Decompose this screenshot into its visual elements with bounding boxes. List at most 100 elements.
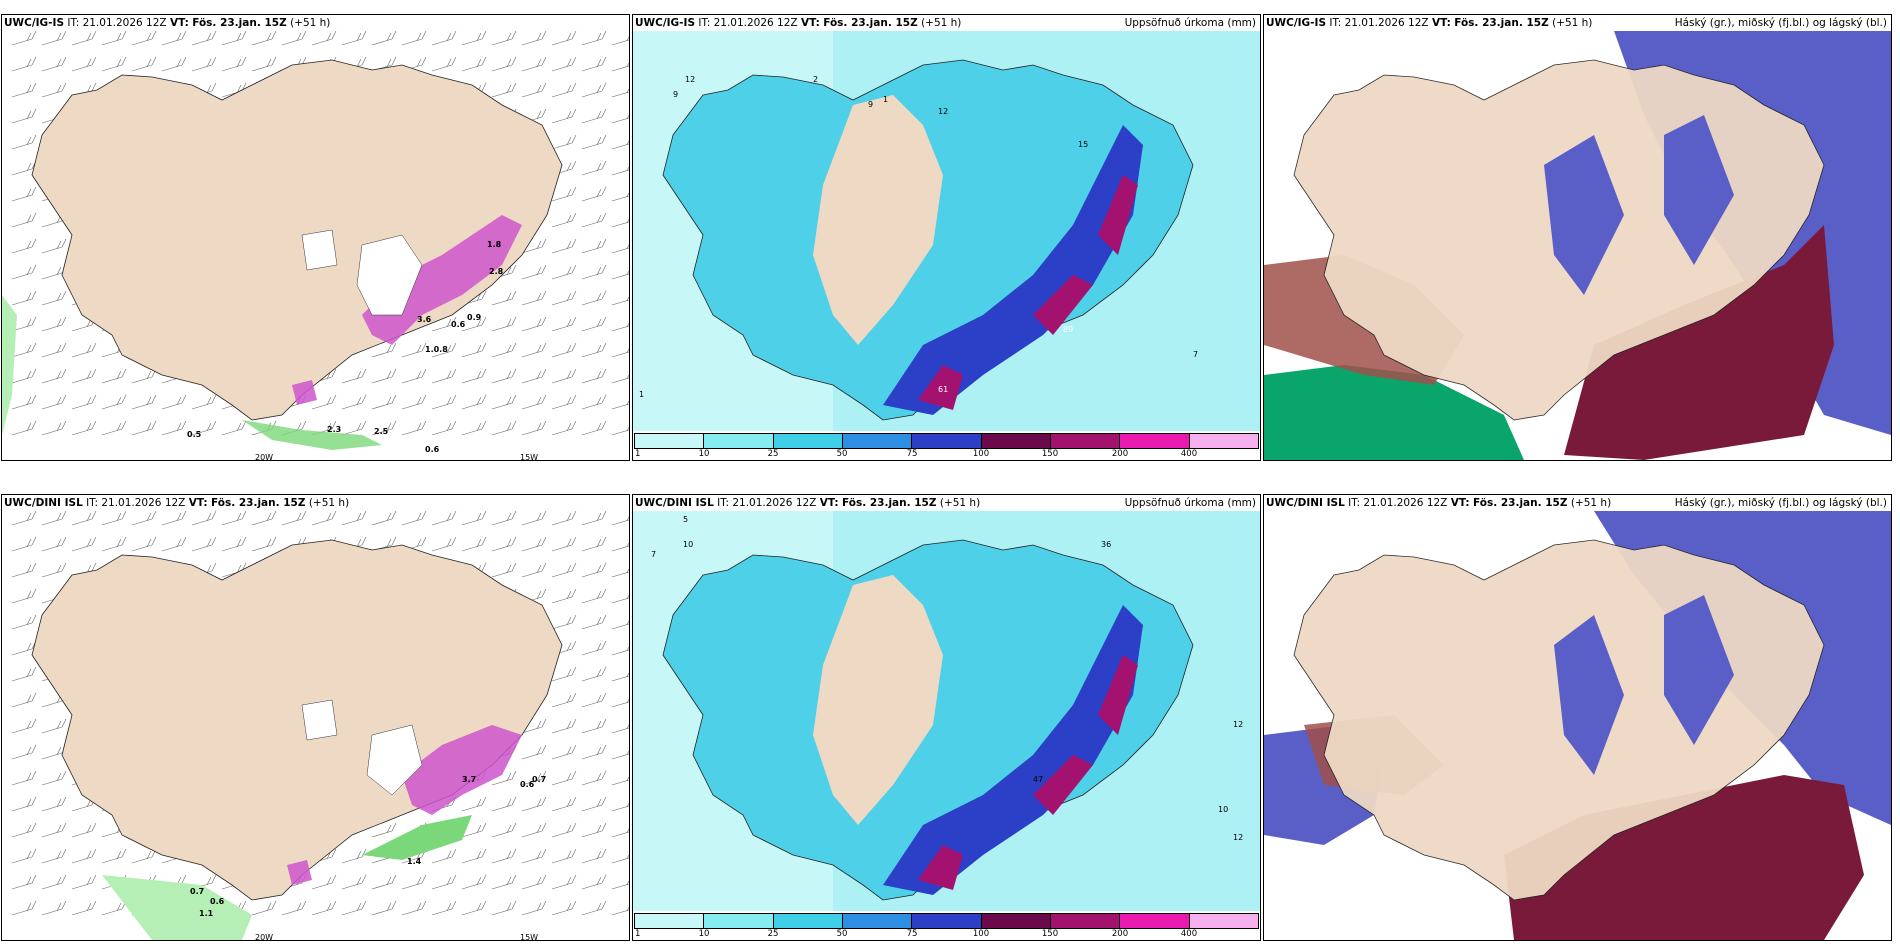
panel-precip-ig-is: UWC/IG-IS IT: 21.01.2026 12Z VT: Fös. 23…	[632, 14, 1261, 461]
map-clouds	[1264, 511, 1891, 940]
wind-barb	[11, 666, 37, 682]
wind-barb	[41, 368, 67, 384]
wind-barb	[341, 30, 367, 46]
value-label: 1.0.8	[425, 345, 448, 354]
colorbar-swatch	[1120, 914, 1190, 928]
wind-barb	[401, 30, 427, 46]
wind-barb	[581, 666, 607, 682]
wind-barb	[491, 536, 517, 552]
wind-barb	[581, 770, 607, 786]
wind-barb	[431, 316, 457, 332]
colorbar-swatch	[704, 434, 774, 448]
colorbar-swatch	[912, 434, 982, 448]
colorbar-swatch	[981, 914, 1051, 928]
wind-barb	[551, 420, 577, 436]
value-label: 1.1	[199, 909, 214, 918]
wind-barb	[311, 394, 337, 410]
wind-barb	[41, 796, 67, 812]
wind-barb	[131, 56, 157, 72]
colorbar-tick: 10	[698, 929, 710, 939]
wind-barb	[101, 394, 127, 410]
wind-barb	[161, 510, 187, 526]
lon-label: 20W	[255, 933, 274, 941]
wind-barb	[41, 342, 67, 358]
wind-barb	[521, 316, 547, 332]
wind-barb	[521, 30, 547, 46]
wind-barb	[551, 134, 577, 150]
wind-barb	[101, 536, 127, 552]
wind-barb	[221, 56, 247, 72]
map-clouds	[1264, 31, 1891, 460]
wind-barb	[71, 510, 97, 526]
wind-barb	[191, 420, 217, 436]
colorbar-swatch	[1120, 434, 1190, 448]
value-label: 9	[673, 90, 679, 99]
wind-barb	[41, 874, 67, 890]
wind-barb	[371, 394, 397, 410]
wind-barb	[41, 56, 67, 72]
wind-barb	[521, 238, 547, 254]
colorbar-tick: 75	[906, 929, 918, 939]
panel-wind-dini-isl: UWC/DINI ISL IT: 21.01.2026 12Z VT: Fös.…	[1, 494, 630, 941]
wind-barb	[551, 212, 577, 228]
colorbar-boxes	[634, 913, 1259, 929]
wind-barb	[11, 536, 37, 552]
colorbar-tick: 10	[698, 449, 710, 459]
wind-barb	[581, 692, 607, 708]
colorbar-swatch	[842, 914, 913, 928]
wind-barb	[371, 510, 397, 526]
wind-barb	[491, 368, 517, 384]
precip-colorbar: 1 10 25 50 75 100 150 200 400	[634, 913, 1259, 939]
colorbar-tick: 100	[972, 449, 990, 459]
wind-barb	[551, 108, 577, 124]
wind-barb	[371, 342, 397, 358]
wind-barb	[161, 30, 187, 46]
value-label: 47	[1033, 775, 1044, 784]
wind-barb	[71, 342, 97, 358]
wind-barb	[341, 394, 367, 410]
wind-barb	[251, 900, 277, 916]
wind-barb	[551, 368, 577, 384]
white-glacier	[356, 234, 423, 316]
wind-barb	[41, 510, 67, 526]
wind-barb	[551, 744, 577, 760]
wind-barb	[581, 640, 607, 656]
wind-barb	[611, 646, 629, 656]
wind-barb	[611, 698, 629, 708]
wind-barb	[551, 316, 577, 332]
wind-barb	[71, 874, 97, 890]
wind-barb	[461, 822, 487, 838]
wind-barb	[551, 848, 577, 864]
value-label: 15	[1078, 140, 1089, 149]
colorbar-swatch	[704, 914, 774, 928]
wind-barb	[281, 510, 307, 526]
wind-barb	[11, 134, 37, 150]
value-label: 10	[1218, 805, 1229, 814]
wind-barb	[461, 56, 487, 72]
purple-precip	[402, 725, 522, 815]
wind-barb	[371, 822, 397, 838]
wind-barb	[491, 394, 517, 410]
wind-barb	[461, 796, 487, 812]
wind-barb	[191, 510, 217, 526]
wind-barb	[431, 420, 457, 436]
panel-header: UWC/DINI ISL IT: 21.01.2026 12Z VT: Fös.…	[635, 497, 981, 509]
iceland-landmass	[31, 539, 563, 901]
value-label: 2.5	[374, 427, 389, 436]
extreme-precip-core-2	[1033, 275, 1093, 335]
wind-barb	[551, 588, 577, 604]
wind-barb	[11, 420, 37, 436]
wind-barb	[611, 776, 629, 786]
wind-barb	[11, 108, 37, 124]
wind-barb	[611, 62, 629, 72]
wind-barb	[581, 536, 607, 552]
wind-barb	[581, 718, 607, 734]
wind-barb	[11, 212, 37, 228]
extreme-precip-core	[918, 365, 963, 410]
wind-barb	[521, 290, 547, 306]
value-label: 0.6	[451, 320, 466, 329]
wind-barb	[551, 56, 577, 72]
wind-barb	[401, 874, 427, 890]
wind-barb	[581, 82, 607, 98]
white-glacier-2	[301, 699, 338, 741]
